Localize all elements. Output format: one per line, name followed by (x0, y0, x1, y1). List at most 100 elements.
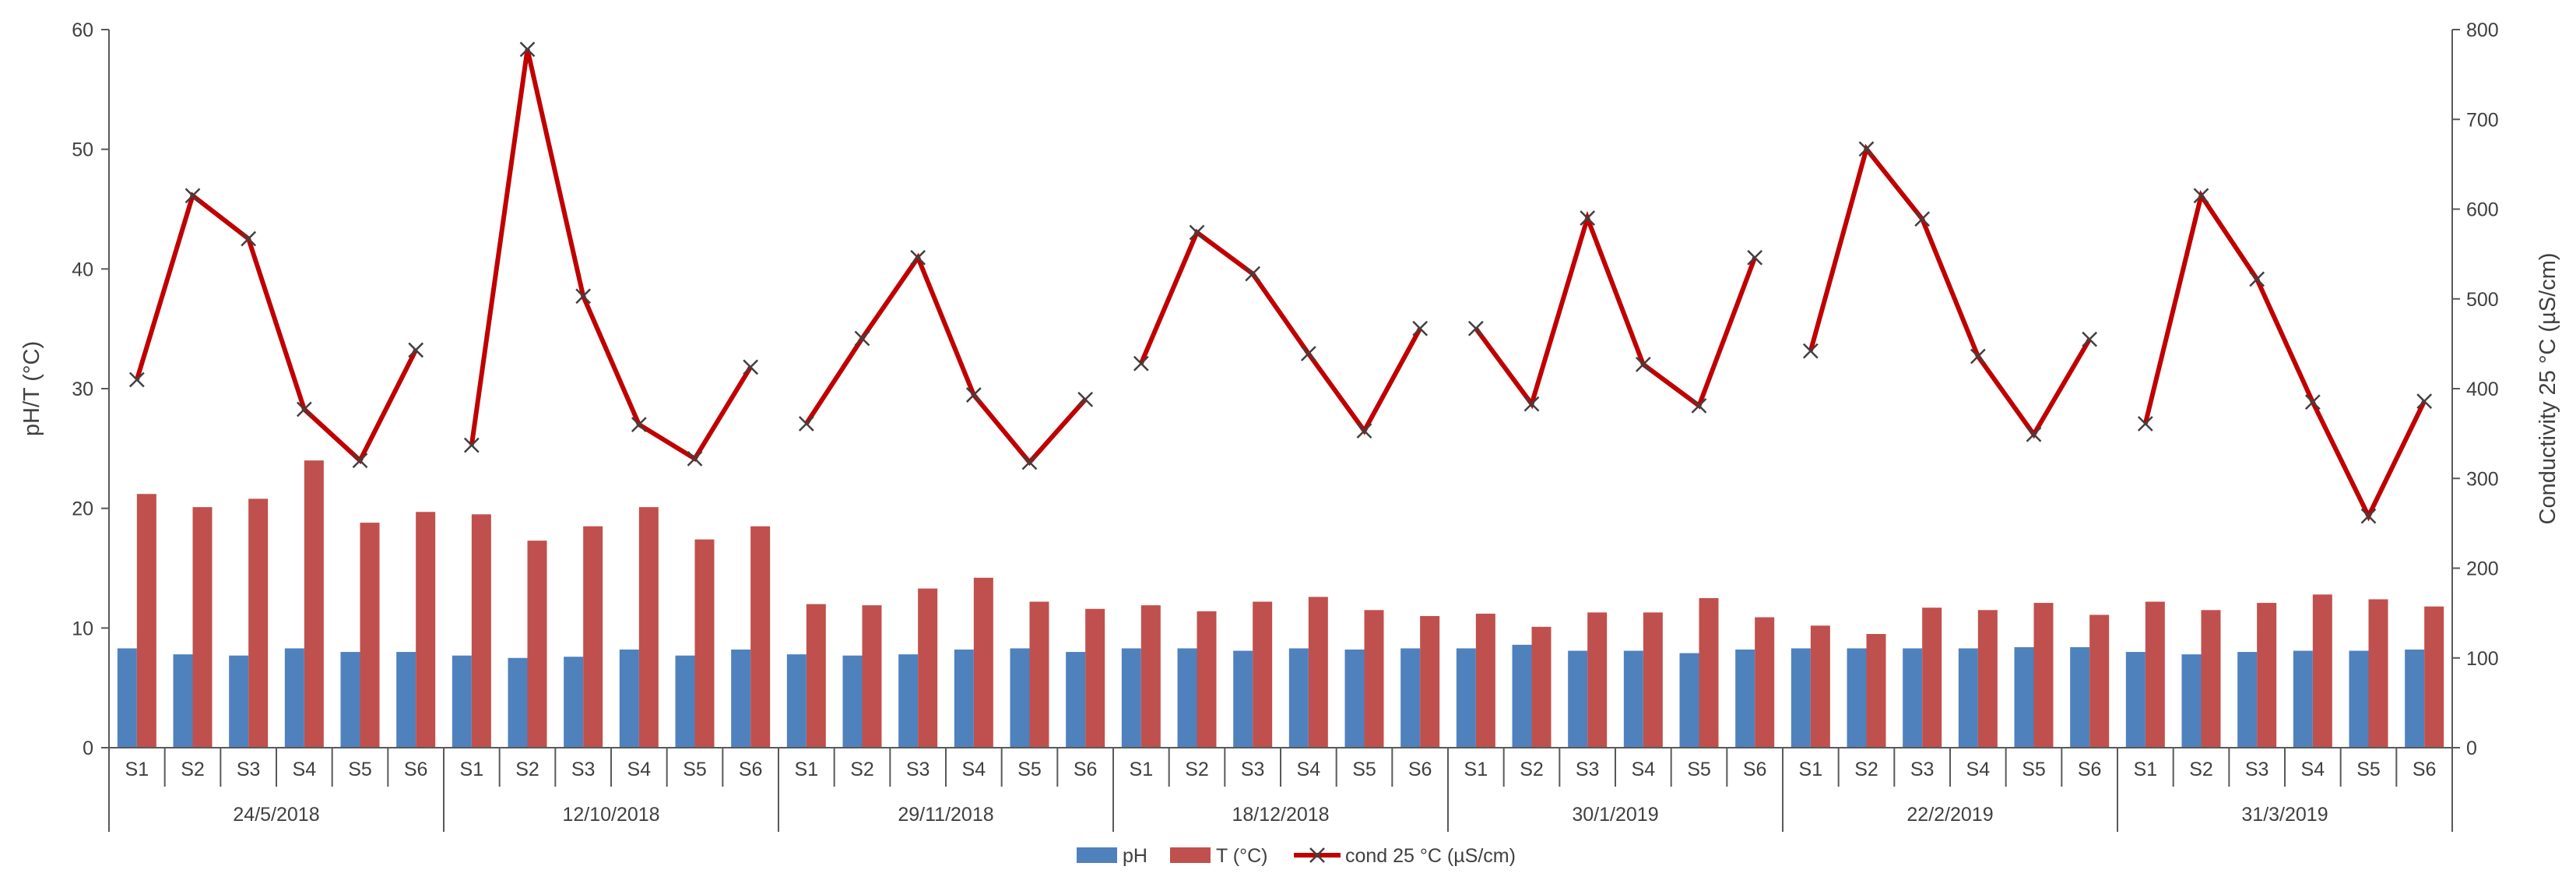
left-axis-tick-label: 20 (72, 498, 93, 520)
site-label: S2 (515, 759, 539, 780)
site-label: S5 (2356, 759, 2381, 780)
site-label: S5 (1687, 759, 1711, 780)
conductivity-marker-29/11/2018-S2 (854, 330, 870, 347)
ph-bar-18/12/2018-S2 (1177, 648, 1197, 748)
ph-bar-24/5/2018-S3 (229, 655, 249, 748)
temperature-bar-30/1/2019-S2 (1531, 626, 1552, 748)
site-label: S6 (1408, 759, 1432, 780)
temperature-bar-31/3/2019-S6 (2424, 606, 2444, 748)
temperature-bar-18/12/2018-S5 (1364, 610, 1384, 748)
conductivity-marker-12/10/2018-S1 (463, 437, 480, 453)
ph-bar-18/12/2018-S5 (1344, 649, 1365, 748)
conductivity-marker-29/11/2018-S1 (798, 416, 814, 431)
site-label: S1 (125, 759, 149, 780)
date-group-label: 18/12/2018 (1232, 804, 1329, 826)
date-group-label: 24/5/2018 (233, 804, 319, 826)
left-axis-tick-label: 10 (72, 618, 93, 639)
site-label: S3 (2245, 759, 2269, 780)
site-label: S5 (348, 759, 372, 780)
right-axis-tick-label: 200 (2466, 558, 2499, 580)
conductivity-marker-22/2/2019-S6 (2082, 331, 2098, 347)
site-label: S4 (1966, 759, 1991, 780)
site-label: S1 (1130, 759, 1154, 780)
site-label: S3 (1910, 759, 1935, 780)
ph-bar-12/10/2018-S5 (675, 655, 695, 748)
right-axis-tick-label: 0 (2466, 738, 2477, 759)
temperature-bar-18/12/2018-S6 (1420, 615, 1440, 748)
conductivity-marker-12/10/2018-S6 (743, 359, 759, 375)
site-label: S4 (627, 759, 652, 780)
conductivity-line-12/10/2018 (469, 48, 753, 463)
ph-bar-12/10/2018-S6 (731, 649, 751, 748)
site-label: S4 (962, 759, 986, 780)
conductivity-marker-30/1/2019-S3 (1580, 210, 1596, 226)
legend-marker-conductivity (1309, 847, 1325, 863)
temperature-bar-12/10/2018-S2 (527, 541, 547, 748)
temperature-bar-22/2/2019-S2 (1866, 634, 1886, 748)
temperature-bar-29/11/2018-S1 (806, 604, 826, 748)
site-label: S6 (739, 759, 763, 780)
ph-bar-31/3/2019-S2 (2181, 654, 2202, 748)
site-label: S5 (1352, 759, 1376, 780)
temperature-bar-12/10/2018-S4 (638, 507, 659, 748)
conductivity-line-29/11/2018 (804, 252, 1088, 467)
site-label: S3 (906, 759, 930, 780)
conductivity-marker-12/10/2018-S3 (575, 288, 592, 305)
ph-bar-31/3/2019-S6 (2405, 649, 2425, 748)
right-axis-tick-label: 100 (2466, 648, 2499, 670)
conductivity-marker-18/12/2018-S5 (1356, 423, 1372, 439)
left-axis-tick-label: 0 (83, 738, 93, 759)
conductivity-marker-29/11/2018-S6 (1077, 391, 1094, 407)
site-label: S3 (1241, 759, 1265, 780)
conductivity-marker-29/11/2018-S5 (1021, 454, 1038, 470)
ph-bar-18/12/2018-S6 (1400, 648, 1421, 748)
conductivity-line-31/3/2019 (2142, 189, 2427, 522)
conductivity-marker-29/11/2018-S4 (965, 387, 982, 403)
ph-bar-31/3/2019-S3 (2237, 652, 2258, 748)
site-label: S3 (571, 759, 596, 780)
site-label: S1 (795, 759, 819, 780)
ph-bar-29/11/2018-S3 (898, 654, 919, 748)
site-label: S6 (1074, 759, 1098, 780)
date-group-label: 29/11/2018 (898, 804, 993, 826)
temperature-bar-29/11/2018-S4 (973, 577, 993, 748)
ph-bar-18/12/2018-S3 (1233, 650, 1253, 748)
temperature-bar-22/2/2019-S5 (2033, 603, 2054, 748)
site-label: S2 (850, 759, 874, 780)
date-group-label: 30/1/2019 (1572, 804, 1658, 826)
conductivity-marker-22/2/2019-S1 (1802, 343, 1819, 359)
conductivity-line-24/5/2018 (134, 192, 418, 465)
conductivity-marker-18/12/2018-S4 (1300, 346, 1316, 361)
legend-swatch-ph (1077, 847, 1117, 863)
right-axis-tick-label: 500 (2466, 289, 2499, 311)
conductivity-marker-31/3/2019-S1 (2137, 416, 2153, 431)
site-label: S3 (237, 759, 261, 780)
temperature-bar-22/2/2019-S4 (1977, 610, 1998, 748)
conductivity-marker-12/10/2018-S4 (631, 417, 647, 432)
ph-bar-29/11/2018-S4 (954, 649, 974, 748)
date-group-label: 22/2/2019 (1907, 804, 1993, 826)
ph-bar-12/10/2018-S4 (619, 649, 639, 748)
temperature-bar-24/5/2018-S4 (304, 460, 324, 748)
ph-bar-29/11/2018-S2 (842, 655, 863, 748)
temperature-bar-12/10/2018-S5 (694, 539, 715, 748)
site-label: S4 (2301, 759, 2325, 780)
ph-bar-24/5/2018-S5 (340, 652, 360, 748)
site-label: S1 (1799, 759, 1823, 780)
temperature-bar-29/11/2018-S2 (862, 605, 882, 748)
ph-bar-24/5/2018-S1 (117, 648, 137, 748)
ph-bar-22/2/2019-S3 (1903, 648, 1923, 748)
ph-bar-30/1/2019-S3 (1568, 650, 1588, 748)
ph-bar-31/3/2019-S5 (2349, 650, 2369, 748)
ph-bar-30/1/2019-S1 (1456, 648, 1476, 748)
conductivity-marker-30/1/2019-S2 (1523, 396, 1540, 412)
temperature-bar-29/11/2018-S6 (1085, 608, 1105, 748)
right-axis-tick-label: 300 (2466, 468, 2499, 490)
conductivity-marker-31/3/2019-S5 (2360, 508, 2377, 524)
conductivity-marker-12/10/2018-S5 (687, 451, 703, 467)
conductivity-marker-24/5/2018-S6 (408, 342, 424, 358)
ph-bar-31/3/2019-S1 (2125, 652, 2145, 748)
legend-label-conductivity: cond 25 °C (µS/cm) (1345, 845, 1516, 867)
ph-bar-24/5/2018-S4 (284, 648, 304, 748)
ph-bar-22/2/2019-S5 (2014, 646, 2034, 748)
